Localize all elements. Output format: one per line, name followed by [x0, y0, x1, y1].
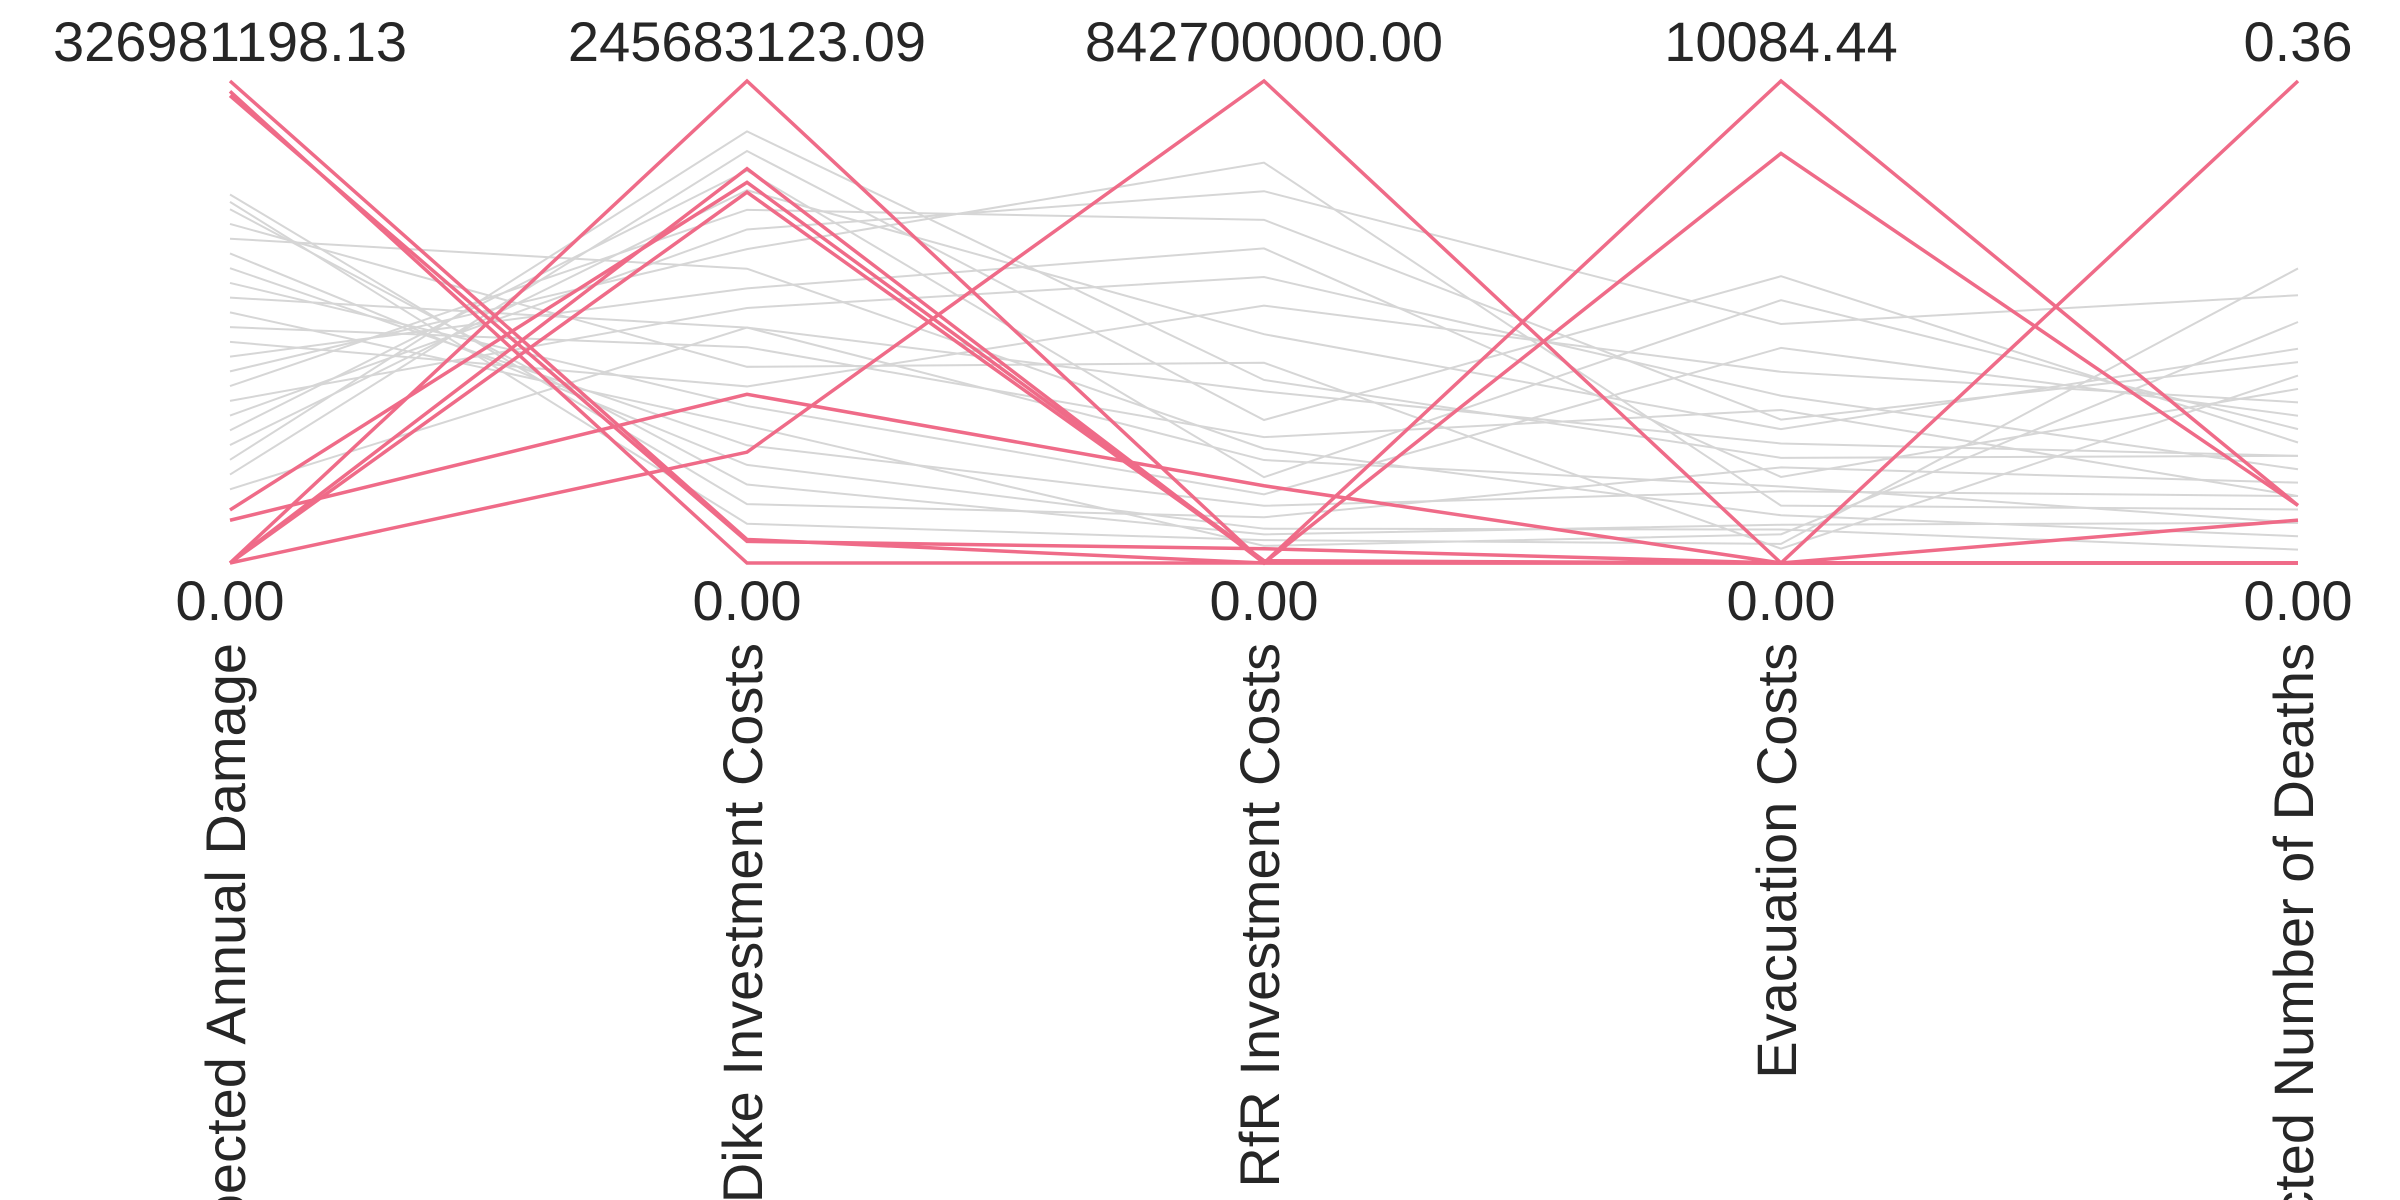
line — [229, 190, 2299, 417]
line — [229, 189, 2299, 446]
line — [229, 276, 2299, 471]
tick-label: 0.00 — [176, 569, 285, 632]
tick-label: 0.00 — [2244, 569, 2353, 632]
highlight-line — [229, 78, 2299, 565]
line — [229, 200, 2299, 545]
line — [229, 237, 2299, 538]
line — [229, 296, 2299, 457]
line — [229, 304, 2299, 404]
tick-label: 0.36 — [2244, 10, 2353, 73]
axis-label: Dike Investment Costs — [711, 643, 774, 1200]
line — [229, 222, 2299, 550]
tick-label: 10084.44 — [1664, 10, 1898, 73]
tick-label: 0.00 — [1727, 569, 1836, 632]
tick-label: 0.00 — [693, 569, 802, 632]
tick-label: 0.00 — [1210, 569, 1319, 632]
line — [229, 247, 2299, 479]
highlight-line — [228, 79, 2298, 565]
axis-label: RfR Investment Costs — [1228, 643, 1291, 1188]
highlight-line — [228, 190, 2298, 565]
tick-label: 842700000.00 — [1085, 10, 1443, 73]
line — [229, 311, 2299, 547]
tick-label: 245683123.09 — [568, 10, 926, 73]
tick-label: 326981198.13 — [53, 10, 407, 73]
axis-label: Evacuation Costs — [1745, 643, 1808, 1079]
highlight-line — [229, 79, 2300, 565]
line — [229, 149, 2299, 476]
line — [229, 326, 2299, 524]
line — [229, 281, 2299, 496]
line — [229, 326, 2299, 498]
line — [229, 193, 2299, 519]
axis-label: Expected Annual Damage — [194, 643, 257, 1200]
axis-label: Expected Number of Deaths — [2262, 643, 2325, 1200]
line — [229, 169, 2299, 479]
highlight-line — [228, 78, 2300, 566]
